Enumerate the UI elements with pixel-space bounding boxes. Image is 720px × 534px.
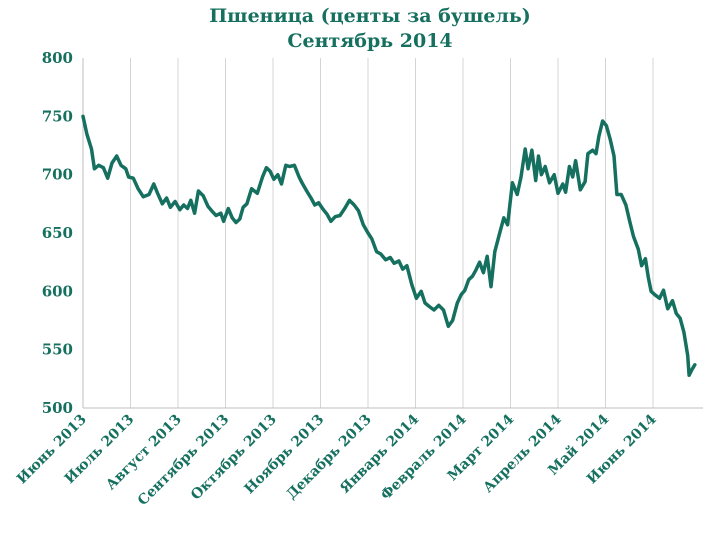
y-tick-label: 500 (42, 399, 73, 417)
y-tick-label: 550 (42, 341, 73, 359)
chart-subtitle: Сентябрь 2014 (287, 30, 453, 52)
x-tick-label: Февраль 2014 (378, 411, 470, 503)
x-tick-label: Сентябрь 2013 (135, 412, 232, 509)
chart-title-block: Пшеница (центы за бушель) Сентябрь 2014 (0, 4, 720, 54)
series-line (81, 114, 697, 378)
y-tick-label: 750 (42, 107, 73, 125)
y-tick-label: 700 (42, 166, 73, 184)
chart-title: Пшеница (центы за бушель) (209, 5, 531, 27)
x-tick-label: Декабрь 2013 (284, 412, 375, 503)
y-tick-label: 650 (42, 224, 73, 242)
y-tick-label: 600 (42, 282, 73, 300)
x-tick-label: Октябрь 2013 (188, 412, 280, 504)
y-tick-label: 800 (42, 49, 73, 67)
